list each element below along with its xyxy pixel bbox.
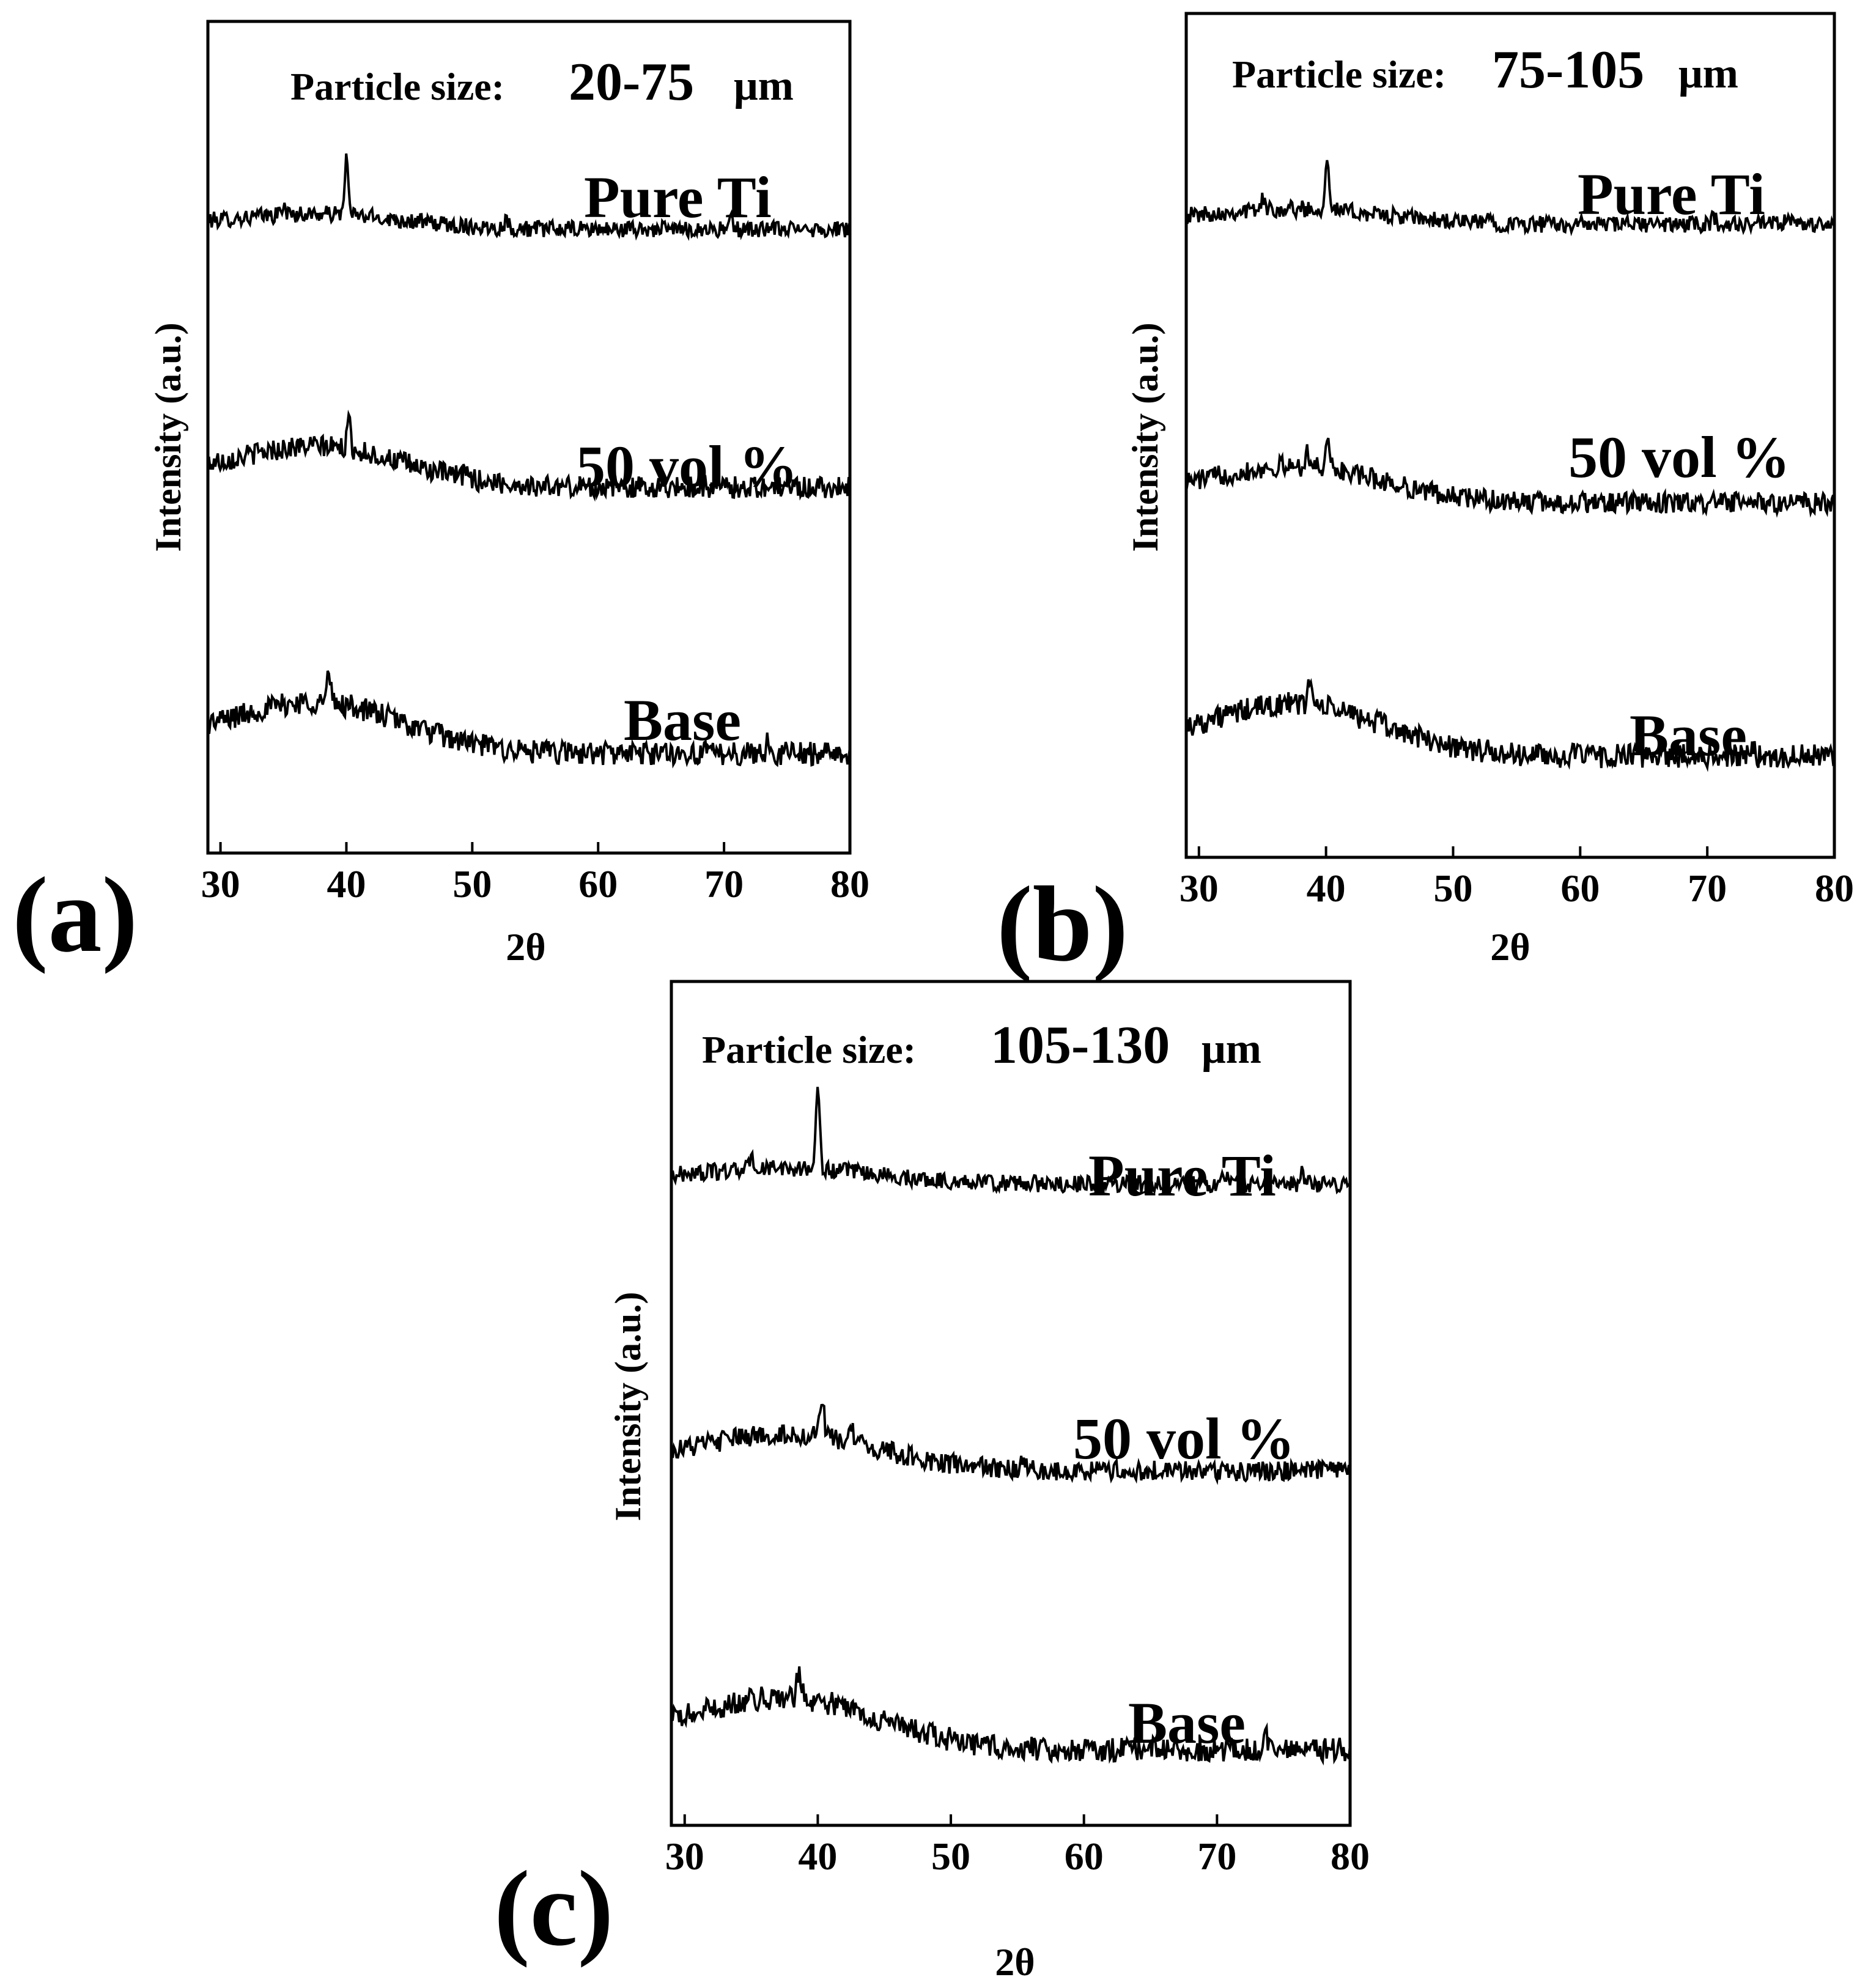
panel-b-label-50-vol: 50 vol % <box>1568 424 1790 490</box>
panel-a-xtick-label: 30 <box>201 862 240 906</box>
panel-c-label-pure-ti: Pure Ti <box>1088 1143 1276 1208</box>
panel-b-frame <box>1184 12 1836 859</box>
panel-c-xtick-label: 50 <box>931 1835 970 1878</box>
panel-b-title-unit: μm <box>1678 50 1738 97</box>
panel-b-xtick-label: 50 <box>1433 867 1472 910</box>
panel-c-title-value: 105-130 <box>991 1016 1170 1075</box>
panel-b-title-value: 75-105 <box>1492 40 1644 100</box>
panel-c: Particle size: 105-130 μm Intensity (a.u… <box>494 980 1370 1984</box>
panel-a-xtick-label: 50 <box>452 862 492 906</box>
panel-b-title-prefix: Particle size: <box>1232 53 1446 96</box>
panel-b-x-ticks: 30 40 50 60 70 80 <box>1179 846 1854 910</box>
panel-b-x-axis-label: 2θ <box>1490 925 1530 969</box>
panel-c-xtick-label: 40 <box>798 1835 837 1878</box>
panel-c-xtick-label: 80 <box>1331 1835 1370 1878</box>
panel-a-xtick-label: 70 <box>704 862 744 906</box>
panel-a-trace-pure-ti <box>207 153 851 242</box>
panel-b-label-base: Base <box>1630 703 1747 768</box>
panel-b-xtick-label: 60 <box>1560 867 1600 910</box>
panel-c-trace-base <box>671 1666 1351 1766</box>
panel-c-trace-pure-ti <box>670 1087 1351 1196</box>
panel-c-letter: (c) <box>494 1849 613 1968</box>
panel-a-title-prefix: Particle size: <box>290 65 504 108</box>
panel-a-trace-base <box>207 670 851 769</box>
panel-a-frame <box>206 20 852 855</box>
panel-b-trace-50-vol <box>1185 437 1836 518</box>
panel-a-title-unit: μm <box>734 62 794 109</box>
panel-a-xtick-label: 40 <box>327 862 366 906</box>
panel-c-trace-50-vol <box>670 1403 1351 1485</box>
panel-b-xtick-label: 70 <box>1688 867 1727 910</box>
panel-a-xtick-label: 80 <box>830 862 869 906</box>
panel-a-xtick-label: 60 <box>578 862 618 906</box>
panel-a-label-50-vol: 50 vol % <box>576 434 798 499</box>
panel-c-frame <box>670 980 1352 1827</box>
panel-a-trace-50-vol <box>207 409 851 502</box>
panel-c-title-unit: μm <box>1202 1025 1261 1073</box>
panel-a-label-pure-ti: Pure Ti <box>584 164 772 230</box>
panel-b-trace-base <box>1185 678 1836 772</box>
panel-a: Particle size: 20-75 μm Intensity (a.u.)… <box>12 20 869 975</box>
panel-c-xtick-label: 70 <box>1197 1835 1236 1878</box>
panel-a-y-axis-label: Intensity (a.u.) <box>148 322 188 552</box>
panel-b-trace-pure-ti <box>1186 160 1836 237</box>
panel-c-xtick-label: 60 <box>1065 1835 1104 1878</box>
panel-b: Particle size: 75-105 μm Intensity (a.u.… <box>997 12 1854 984</box>
panel-a-letter: (a) <box>12 855 138 975</box>
panel-c-xtick-label: 30 <box>665 1835 704 1878</box>
panel-b-xtick-label: 40 <box>1307 867 1346 910</box>
panel-b-label-pure-ti: Pure Ti <box>1578 161 1765 227</box>
panel-c-x-axis-label: 2θ <box>995 1940 1035 1984</box>
panel-b-xtick-label: 80 <box>1815 867 1854 910</box>
panel-c-y-axis-label: Intensity (a.u.) <box>608 1291 648 1521</box>
panel-a-x-axis-label: 2θ <box>506 925 545 969</box>
panel-c-label-base: Base <box>1128 1690 1246 1756</box>
panel-b-xtick-label: 30 <box>1179 867 1219 910</box>
panel-a-label-base: Base <box>624 687 741 753</box>
panel-b-y-axis-label: Intensity (a.u.) <box>1125 322 1165 552</box>
panel-a-title-value: 20-75 <box>569 53 694 112</box>
panel-c-title-prefix: Particle size: <box>702 1028 916 1071</box>
panel-c-label-50-vol: 50 vol % <box>1073 1406 1295 1471</box>
panel-b-letter: (b) <box>997 865 1128 984</box>
panel-c-x-ticks: 30 40 50 60 70 80 <box>665 1814 1370 1878</box>
panel-a-x-ticks: 30 40 50 60 70 80 <box>201 842 869 906</box>
